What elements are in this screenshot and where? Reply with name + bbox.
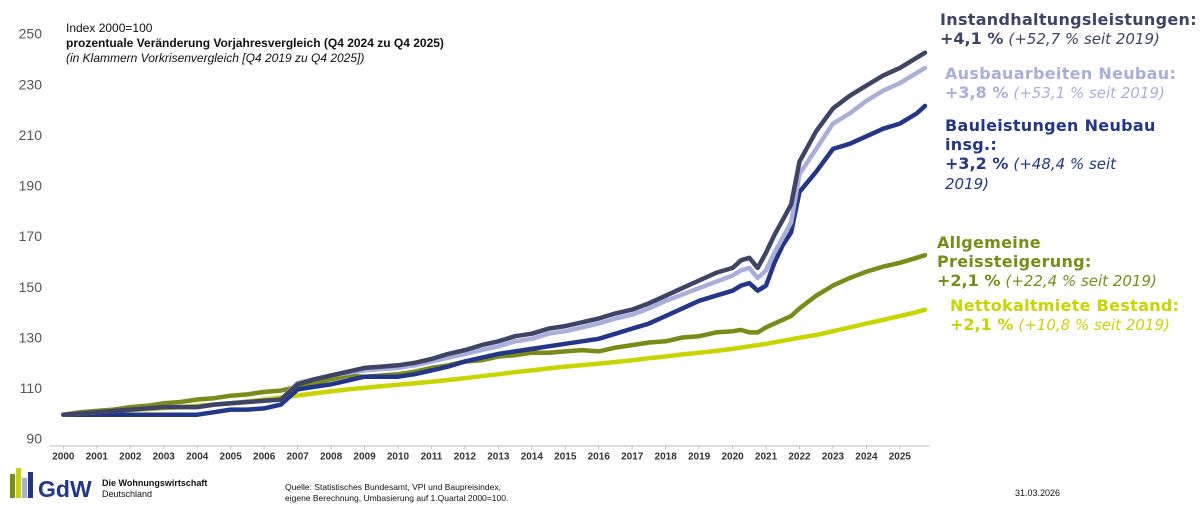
legend-change: +3,2 % bbox=[945, 154, 1009, 173]
legend-change-line: +3,2 % (+48,4 % seit 2019) bbox=[945, 154, 1160, 194]
source: Quelle: Statistisches Bundesamt, VPI und… bbox=[285, 482, 501, 492]
logo-icon bbox=[10, 468, 33, 498]
legend-change-line: +2,1 % (+22,4 % seit 2019) bbox=[937, 271, 1197, 291]
legend-name: Instandhaltungsleistungen: bbox=[940, 10, 1197, 29]
y-tick-label: 130 bbox=[19, 329, 43, 345]
x-tick-label: 2014 bbox=[521, 452, 544, 463]
x-tick-label: 2024 bbox=[855, 452, 878, 463]
brand-line: Die Wohnungswirtschaft bbox=[102, 478, 208, 488]
x-tick-label: 2009 bbox=[353, 452, 376, 463]
x-tick-label: 2023 bbox=[822, 452, 845, 463]
x-tick-label: 2004 bbox=[186, 452, 209, 463]
brand: GdW bbox=[38, 476, 92, 502]
legend-since: (+48,4 % seit 2019) bbox=[945, 155, 1117, 193]
legend-name: Bauleistungen Neubau insg.: bbox=[945, 116, 1156, 154]
legend-change-line: +2,1 % (+10,8 % seit 2019) bbox=[950, 315, 1200, 335]
x-tick-label: 2001 bbox=[86, 452, 109, 463]
legend-change: +3,8 % bbox=[945, 83, 1009, 102]
x-tick-label: 2019 bbox=[688, 452, 711, 463]
x-tick-label: 2005 bbox=[220, 452, 243, 463]
date: 31.03.2026 bbox=[1015, 488, 1061, 498]
series-line bbox=[61, 103, 928, 417]
x-tick-label: 2008 bbox=[320, 452, 343, 463]
series-line bbox=[61, 252, 928, 417]
x-tick-label: 2021 bbox=[755, 452, 778, 463]
x-tick-label: 2017 bbox=[621, 452, 644, 463]
x-tick-label: 2013 bbox=[487, 452, 510, 463]
y-tick-label: 230 bbox=[19, 76, 43, 92]
x-tick-label: 2018 bbox=[655, 452, 678, 463]
legend-change: +2,1 % bbox=[950, 315, 1014, 334]
x-tick-label: 2022 bbox=[788, 452, 811, 463]
index-note: Index 2000=100 bbox=[66, 21, 153, 35]
series-label: Allgemeine Preissteigerung: +2,1 % (+22,4 … bbox=[937, 233, 1197, 291]
legend-change-line: +4,1 % (+52,7 % seit 2019) bbox=[940, 29, 1200, 49]
x-tick-label: 2012 bbox=[454, 452, 477, 463]
brand-line: Deutschland bbox=[102, 489, 153, 499]
x-tick-label: 2006 bbox=[253, 452, 276, 463]
x-tick-label: 2002 bbox=[119, 452, 142, 463]
series-label: Nettokaltmiete Bestand: +2,1 % (+10,8 % se… bbox=[950, 296, 1200, 335]
legend-since: (+52,7 % seit 2019) bbox=[1008, 30, 1160, 48]
series-line bbox=[61, 65, 928, 417]
x-tick-label: 2025 bbox=[889, 452, 912, 463]
chart-title: prozentuale Veränderung Vorjahresverglei… bbox=[66, 36, 444, 50]
chart-subtitle: (in Klammern Vorkrisenvergleich [Q4 2019… bbox=[66, 51, 365, 65]
y-tick-label: 90 bbox=[26, 431, 42, 447]
legend-since: (+53,1 % seit 2019) bbox=[1013, 84, 1165, 102]
y-tick-label: 150 bbox=[19, 279, 43, 295]
legend-name: Nettokaltmiete Bestand: bbox=[950, 296, 1180, 315]
legend-since: (+10,8 % seit 2019) bbox=[1018, 316, 1170, 334]
source: eigene Berechnung, Umbasierung auf 1.Qua… bbox=[285, 493, 509, 503]
series-label: Bauleistungen Neubau insg.: +3,2 % (+48,4 … bbox=[945, 116, 1160, 194]
y-tick-label: 250 bbox=[19, 26, 43, 42]
y-tick-label: 210 bbox=[19, 127, 43, 143]
legend-since: (+22,4 % seit 2019) bbox=[1005, 272, 1157, 290]
y-tick-label: 110 bbox=[20, 380, 43, 396]
x-tick-label: 2000 bbox=[52, 452, 75, 463]
y-tick-label: 190 bbox=[19, 178, 43, 194]
legend-name: Ausbauarbeiten Neubau: bbox=[945, 64, 1177, 83]
series-label: Instandhaltungsleistungen: +4,1 % (+52,7 %… bbox=[940, 10, 1200, 49]
series-line bbox=[61, 50, 928, 417]
legend-change: +2,1 % bbox=[937, 271, 1001, 290]
x-tick-label: 2015 bbox=[554, 452, 577, 463]
x-tick-label: 2016 bbox=[588, 452, 611, 463]
x-tick-label: 2010 bbox=[387, 452, 410, 463]
x-tick-label: 2007 bbox=[286, 452, 309, 463]
x-tick-label: 2003 bbox=[153, 452, 176, 463]
legend-change-line: +3,8 % (+53,1 % seit 2019) bbox=[945, 83, 1195, 103]
series-label: Ausbauarbeiten Neubau: +3,8 % (+53,1 % sei… bbox=[945, 64, 1195, 103]
y-tick-label: 170 bbox=[19, 228, 43, 244]
x-tick-label: 2011 bbox=[421, 452, 443, 463]
x-tick-label: 2020 bbox=[721, 452, 744, 463]
legend-name: Allgemeine Preissteigerung: bbox=[937, 233, 1092, 271]
legend-change: +4,1 % bbox=[940, 29, 1004, 48]
